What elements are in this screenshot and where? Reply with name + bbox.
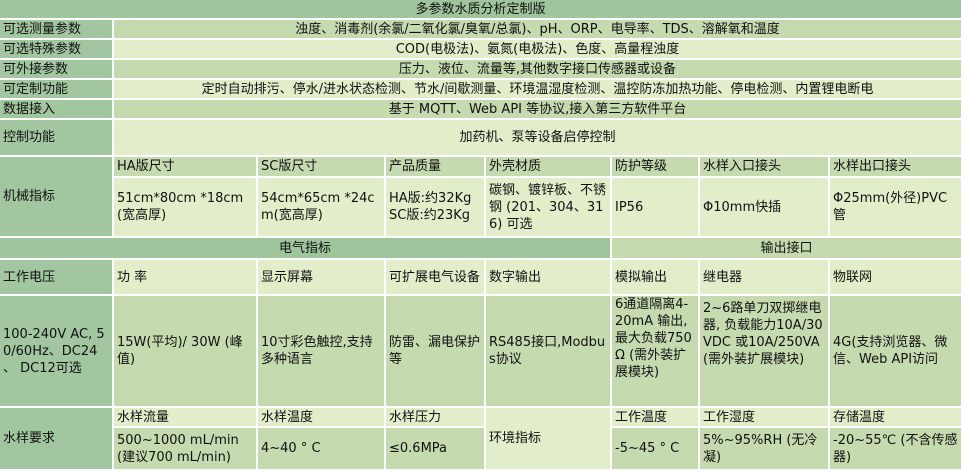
col-header: 物联网 — [830, 260, 963, 296]
row-value: 定时自动排污、停水/进水状态检测、节水/间歇测量、环境温湿度检测、温控防冻加热功… — [114, 80, 963, 100]
cell-value: 54cm*65cm *24cm(宽高厚) — [258, 178, 386, 238]
cell-value: Φ10mm快插 — [700, 178, 830, 238]
cell-value: 6通道隔离4-20mA 输出,最大负载750Ω (需外装扩展模块) — [612, 296, 700, 408]
cell-value: -5~45 ° C — [612, 428, 700, 471]
col-header: 水样压力 — [386, 408, 486, 428]
col-header: 继电器 — [700, 260, 830, 296]
col-header: 工作湿度 — [700, 408, 830, 428]
table-title: 多参数水质分析定制版 — [0, 0, 963, 20]
cell-value: 碳钢、镀锌板、不锈钢 (201、304、316) 可选 — [486, 178, 612, 238]
col-header: 模拟输出 — [612, 260, 700, 296]
col-header: 水样流量 — [114, 408, 258, 428]
row-value: 压力、液位、流量等,其他数字接口传感器或设备 — [114, 60, 963, 80]
cell-value: Φ25mm(外径)PVC管 — [830, 178, 963, 238]
col-header: 水样出口接头 — [830, 157, 963, 178]
col-header: 防护等级 — [612, 157, 700, 178]
voltage-label: 工作电压 — [0, 260, 114, 296]
col-header: 外壳材质 — [486, 157, 612, 178]
cell-value: IP56 — [612, 178, 700, 238]
cell-value: HA版:约32Kg SC版:约23Kg — [386, 178, 486, 238]
col-header: HA版尺寸 — [114, 157, 258, 178]
environment-label: 环境指标 — [486, 408, 612, 471]
row-label: 可选特殊参数 — [0, 40, 114, 60]
row-value: 加药机、泵等设备启停控制 — [114, 120, 963, 157]
row-value: 浊度、消毒剂(余氯/二氧化氯/臭氧/总氯)、pH、ORP、电导率、TDS、溶解氧… — [114, 20, 963, 40]
cell-value: RS485接口,Modbus协议 — [486, 296, 612, 408]
voltage-value: 100-240V AC, 50/60Hz、DC24 、 DC12可选 — [0, 296, 114, 408]
cell-value: 防雷、漏电保护等 — [386, 296, 486, 408]
cell-value: 4G(支持浏览器、微信、Web API访问 — [830, 296, 963, 408]
col-header: 工作温度 — [612, 408, 700, 428]
row-label: 可定制功能 — [0, 80, 114, 100]
cell-value: 500~1000 mL/min (建议700 mL/min) — [114, 428, 258, 471]
row-label: 可选测量参数 — [0, 20, 114, 40]
col-header: 存储温度 — [830, 408, 963, 428]
sample-label: 水样要求 — [0, 408, 114, 471]
row-value: 基于 MQTT、Web API 等协议,接入第三方软件平台 — [114, 100, 963, 120]
col-header: 功 率 — [114, 260, 258, 296]
section-header-electrical: 电气指标 — [0, 238, 612, 260]
cell-value: 4~40 ° C — [258, 428, 386, 471]
section-header-output: 输出接口 — [612, 238, 963, 260]
cell-value: 15W(平均)/ 30W (峰值) — [114, 296, 258, 408]
cell-value: ≤0.6MPa — [386, 428, 486, 471]
row-value: COD(电极法)、氨氮(电极法)、色度、高量程浊度 — [114, 40, 963, 60]
col-header: SC版尺寸 — [258, 157, 386, 178]
col-header: 数字输出 — [486, 260, 612, 296]
cell-value: 51cm*80cm *18cm(宽高厚) — [114, 178, 258, 238]
col-header: 水样温度 — [258, 408, 386, 428]
row-label: 数据接入 — [0, 100, 114, 120]
row-label: 可外接参数 — [0, 60, 114, 80]
cell-value: 2~6路单刀双掷继电器, 负载能力10A/30VDC 或10A/250VA (需… — [700, 296, 830, 408]
col-header: 产品质量 — [386, 157, 486, 178]
cell-value: 10寸彩色触控,支持多种语言 — [258, 296, 386, 408]
col-header: 水样入口接头 — [700, 157, 830, 178]
row-label: 控制功能 — [0, 120, 114, 157]
cell-value: -20~55℃ (不含传感器) — [830, 428, 963, 471]
col-header: 显示屏幕 — [258, 260, 386, 296]
cell-value: 5%~95%RH (无冷凝) — [700, 428, 830, 471]
mechanical-label: 机械指标 — [0, 157, 114, 238]
col-header: 可扩展电气设备 — [386, 260, 486, 296]
